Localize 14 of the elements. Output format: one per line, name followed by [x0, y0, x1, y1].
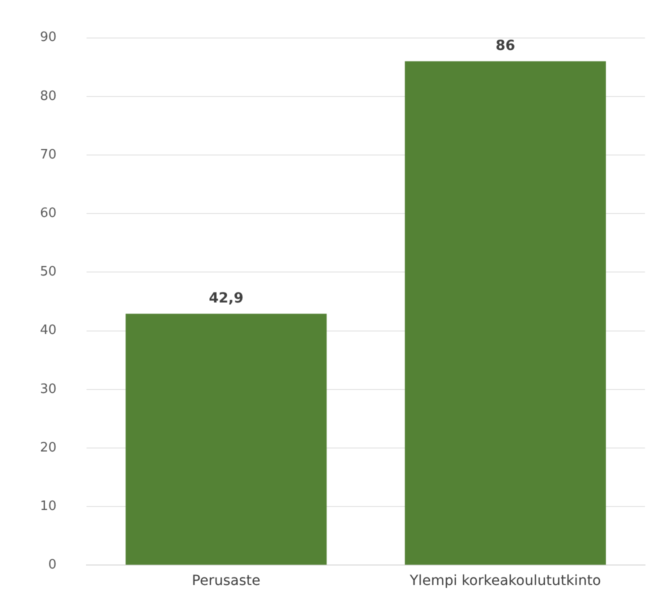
y-tick-label: 90	[40, 30, 57, 46]
y-tick-label: 30	[40, 382, 57, 397]
x-tick-label: Ylempi korkeakoulututkinto	[408, 573, 602, 590]
data-label: 42,9	[208, 290, 244, 306]
y-tick-label: 10	[40, 498, 57, 514]
y-tick-label: 20	[40, 440, 57, 456]
y-tick-label: 40	[40, 323, 57, 338]
y-tick-label: 0	[48, 558, 57, 573]
y-tick-label: 60	[40, 206, 57, 221]
y-tick-label: 50	[40, 264, 57, 280]
x-tick-label: Perusaste	[192, 573, 260, 590]
y-tick-label: 80	[40, 88, 57, 104]
y-tick-label: 70	[40, 147, 57, 162]
data-label: 86	[496, 38, 516, 54]
